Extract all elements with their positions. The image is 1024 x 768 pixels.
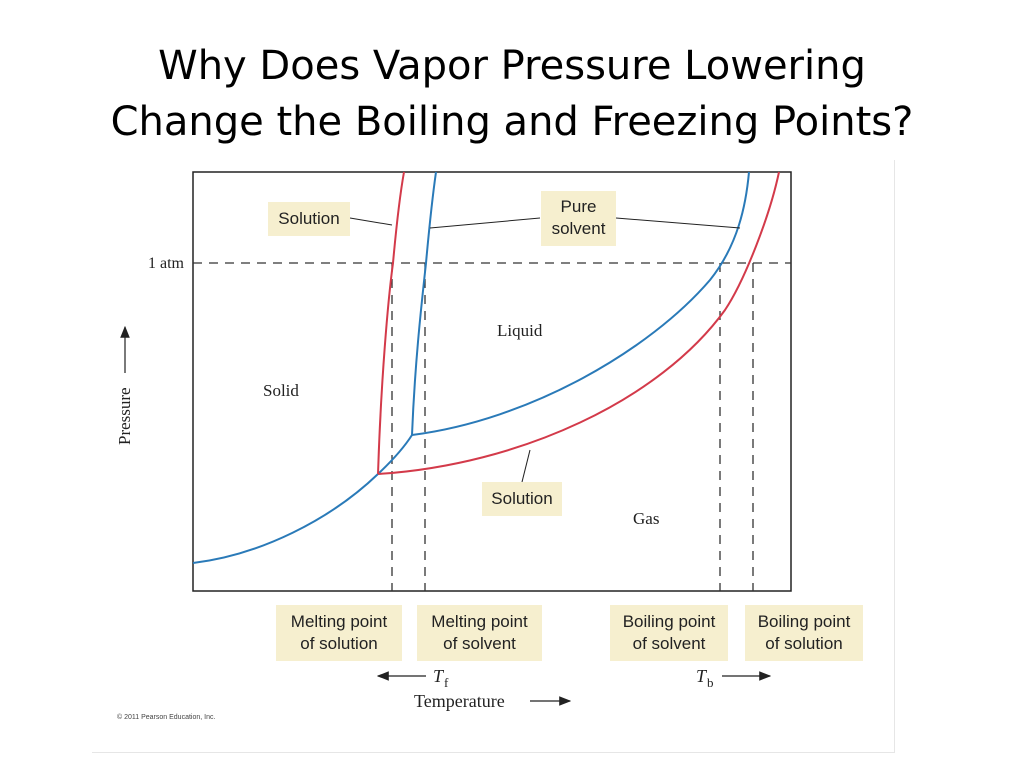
tb-symbol: T [696,666,708,686]
leader-pure-solvent-right [615,217,741,229]
solution-vaporization-curve [377,171,780,475]
pressure-label-text: Pressure [115,387,134,445]
label-boiling-solvent-line1: Boiling point [622,612,716,631]
label-boiling-point-solution: Boiling point of solution [745,605,863,661]
region-gas-label: Gas [633,509,660,528]
title-line-2: Change the Boiling and Freezing Points? [110,99,914,145]
solvent-vaporization-curve [411,171,750,436]
leader-solution-bottom [521,449,531,483]
tb-subscript: b [707,675,714,690]
label-melting-solution-line1: Melting point [290,612,388,631]
callout-pure-solvent-line1: Pure [560,197,597,216]
tf-symbol: T [433,666,445,686]
leader-pure-solvent-left [429,217,541,229]
temperature-label: Temperature [414,691,505,711]
pressure-axis-label: Pressure [115,325,134,445]
label-melting-solvent-line1: Melting point [431,612,528,631]
label-melting-point-solution: Melting point of solution [276,605,402,661]
solvent-sublimation-curve [192,434,413,564]
callout-pure-solvent-line2: solvent [551,219,606,238]
label-boiling-solution-line2: of solution [765,634,843,653]
solvent-melting-curve [411,171,437,436]
phase-diagram-figure [92,160,895,753]
callout-solution-bottom: Solution [482,482,562,516]
tf-subscript: f [444,675,449,690]
region-solid-label: Solid [263,381,299,400]
callout-solution-bottom-text: Solution [491,489,553,508]
callout-solution-top-text: Solution [278,209,340,228]
label-melting-solvent-line2: of solvent [443,634,516,653]
label-boiling-point-solvent: Boiling point of solvent [610,605,728,661]
label-boiling-solution-line1: Boiling point [757,612,851,631]
label-boiling-solvent-line2: of solvent [632,634,706,653]
title-line-1: Why Does Vapor Pressure Lowering [158,43,866,89]
label-melting-point-solvent: Melting point of solvent [417,605,542,661]
label-melting-solution-line2: of solution [300,634,378,653]
callout-pure-solvent: Pure solvent [541,191,616,246]
leader-solution-top [349,217,393,226]
region-liquid-label: Liquid [497,321,543,340]
callout-solution-top: Solution [268,202,350,236]
atm-label: 1 atm [148,255,185,272]
copyright-notice: © 2011 Pearson Education, Inc. [117,714,216,721]
plot-frame [192,171,792,592]
solution-melting-curve [377,171,405,475]
slide-title: Why Does Vapor Pressure Lowering Change … [0,38,1024,150]
